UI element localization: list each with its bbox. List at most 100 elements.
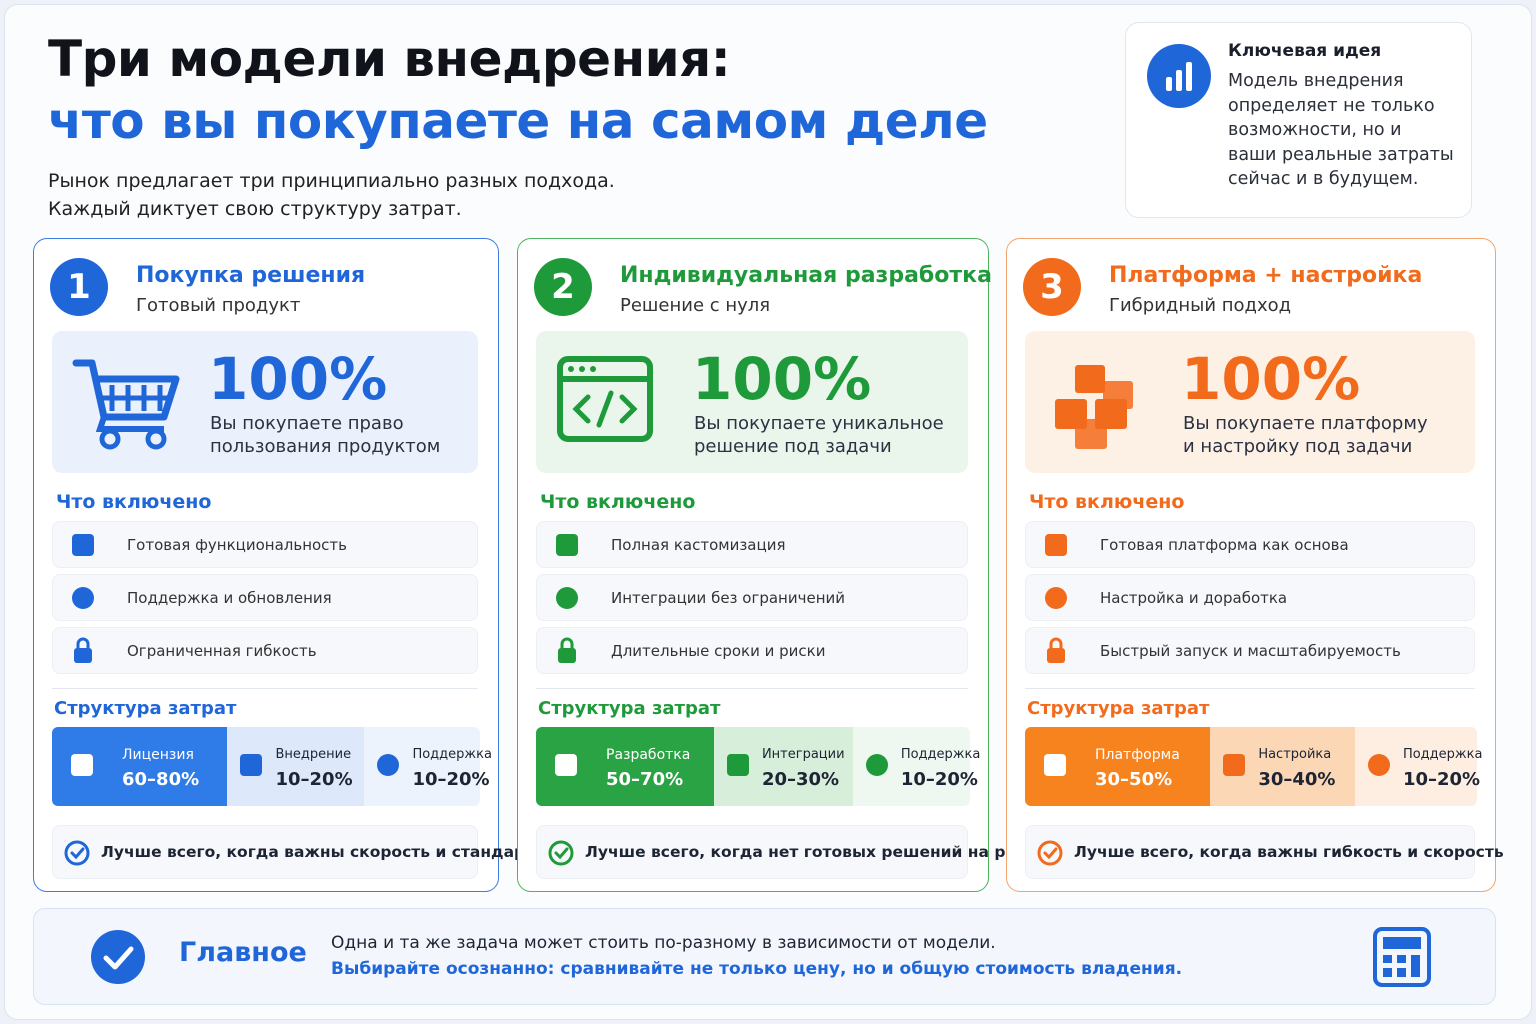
icon-part [95,416,164,432]
best-text: Лучше всего, когда важны гибкость и скор… [1074,843,1504,861]
icon-part [74,648,92,663]
icon-part [558,648,576,663]
icon-part [1397,955,1406,963]
best-icon [548,840,574,866]
cost-value: 20–30% [761,769,840,790]
footer-icon [91,930,145,984]
icon-part [1383,968,1392,977]
hero-icon [72,359,180,450]
icon-part [76,637,90,648]
item-icon [72,587,94,609]
number-badge [50,258,108,316]
icon-part [102,385,170,411]
item-text: Интеграции без ограничений [611,589,846,607]
hero-icon [1055,365,1133,449]
icon-part [534,258,592,316]
cost-label: Лицензия [122,747,194,763]
cost-value: 10–20% [275,769,353,790]
footer-title: Главное [179,937,307,968]
cost-icon [1223,754,1246,776]
included-item: Длительные сроки и риски [536,627,968,674]
icon-part [64,840,90,866]
cost-label: Разработка [606,747,691,763]
icon-part [556,587,578,609]
cost-icon [726,754,749,776]
model-subtitle: Готовый продукт [136,295,301,316]
item-text: Быстрый запуск и масштабируемость [1100,642,1401,660]
icon-part [1045,534,1067,556]
share: 100% [1181,345,1361,413]
number-badge [1023,258,1081,316]
cost-label: Поддержка [412,747,492,762]
share: 100% [208,345,388,413]
section-title: Что включено [540,491,696,513]
icon-part [1411,955,1420,977]
key-idea: Ключевая идея Модель внедрения определяет… [1125,22,1472,218]
key-line: возможности, но и [1228,120,1402,140]
title-accent: что вы покупаете на самом деле [48,92,988,150]
icon-part [72,534,94,556]
cost-value: 50–70% [606,769,684,790]
icon-part [1044,754,1066,776]
included-item: Интеграции без ограничений [536,574,968,621]
section-title: Что включено [1029,491,1185,513]
share: 100% [692,345,872,413]
icon-part [1383,955,1392,963]
best-text: Лучше всего, когда важны скорость и стан… [101,843,549,861]
icon-part [726,754,749,776]
footer-text-accent: Выбирайте осознанно: сравнивайте не толь… [331,959,1183,979]
key-line: определяет не только [1228,95,1435,116]
icon-part [560,637,574,648]
key-line: ваши реальные затраты [1228,144,1454,165]
section-title: Структура затрат [54,698,237,719]
icon-part [1383,937,1421,949]
icon-part [1023,258,1081,316]
cost-value: 10–20% [1402,769,1481,790]
included-item: Полная кастомизация [536,521,968,568]
footer: Главное Одна и та же задача может стоить… [33,908,1496,1005]
key-line: Модель внедрения [1228,71,1404,91]
cost-icon [377,754,400,776]
key-title: Ключевая идея [1228,41,1382,61]
cost-icon [240,754,263,776]
icon-part [145,428,167,450]
share-text: Вы покупаете уникальное [694,413,944,434]
included-item: Быстрый запуск и масштабируемость [1025,627,1475,674]
key-line: сейчас и в будущем. [1228,169,1419,189]
cost-segment: Интеграции 20–30% [713,727,853,806]
icon-part [1055,365,1133,449]
icon-part [1075,419,1107,449]
best-for: Лучше всего, когда важны скорость и стан… [52,825,548,879]
share-text: и настройку под задачи [1183,436,1413,457]
icon-part [1037,840,1063,866]
cost-label: Поддержка [900,747,981,762]
hero-icon [557,356,653,442]
subtitle: Рынок предлагает три принципиально разны… [48,170,615,192]
cost-segment: Платформа 30–50% [1025,727,1211,806]
icon-part [50,258,108,316]
icon-part [1045,587,1067,609]
share-text: Вы покупаете платформу [1183,413,1428,434]
icon-part [91,930,145,984]
calc-icon [1373,927,1431,987]
icon-part [572,390,638,428]
included-item: Настройка и доработка [1025,574,1475,621]
model-title: Покупка решения [136,263,366,288]
icon-part [1373,927,1431,987]
item-icon [1045,534,1067,556]
icon-part [548,840,574,866]
icon-part [590,366,596,372]
item-icon [72,534,94,556]
key-text: Модель внедрения определяет не только возм… [1228,69,1454,192]
included-item: Готовая функциональность [52,521,478,568]
item-text: Полная кастомизация [611,536,786,554]
cost-label: Поддержка [1402,747,1483,762]
cost-segment: Настройка 30–40% [1210,727,1355,806]
icon-part [1103,381,1133,409]
icon-part [1043,847,1058,860]
icon-part [1166,77,1172,91]
model-title: Платформа + настройка [1109,263,1423,288]
section-title: Структура затрат [538,698,721,719]
icon-part [555,754,577,776]
icon-part [1075,365,1105,393]
